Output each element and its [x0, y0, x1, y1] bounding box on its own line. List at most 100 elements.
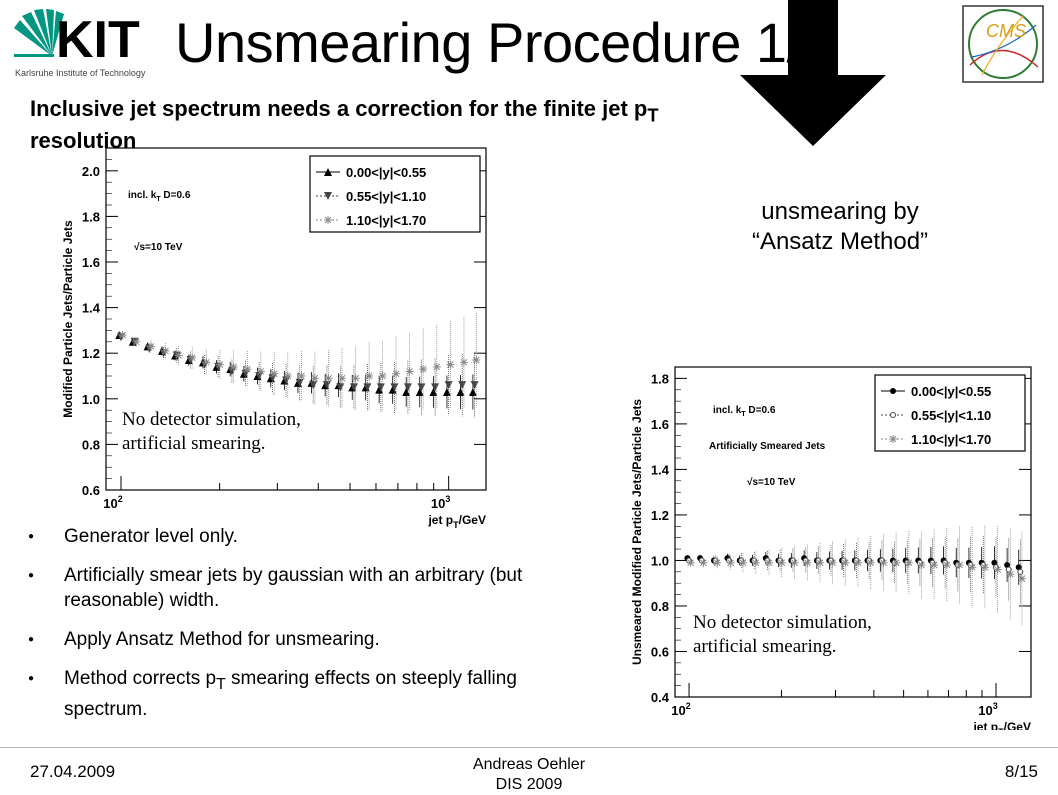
data-point [713, 558, 722, 567]
y-tick-label: 2.0 [82, 164, 100, 179]
slide-title: Unsmearing Procedure 1/2 [175, 11, 833, 74]
data-point [188, 353, 197, 362]
legend-label: 0.00<|y|<0.55 [911, 384, 991, 399]
x-tick-label: 102 [671, 701, 690, 718]
note-left: No detector simulation, artificial smeari… [122, 409, 301, 454]
legend-box [309, 155, 481, 233]
data-point [432, 362, 441, 371]
x-tick-label: 103 [978, 701, 997, 718]
y-tick-label: 1.8 [82, 209, 100, 224]
data-point [828, 558, 837, 567]
data-point [351, 374, 360, 383]
legend-label: 1.10<|y|<1.70 [346, 213, 426, 228]
series-3 [118, 312, 481, 412]
data-point [146, 342, 155, 351]
data-point [468, 387, 477, 396]
bullet-item: Method corrects pT smearing effects on s… [28, 666, 578, 722]
y-tick-label: 1.6 [82, 255, 100, 270]
data-point [942, 561, 951, 569]
legend-marker [324, 192, 332, 200]
legend-marker [890, 412, 896, 418]
data-point [841, 558, 850, 567]
legend-label: 0.00<|y|<0.55 [346, 165, 426, 180]
series-3 [686, 525, 1026, 626]
data-point [309, 381, 318, 390]
data-point [1017, 574, 1026, 583]
chart-unsmeared-ratio: 0.4 0.6 0.8 1.0 1.2 1.4 1.6 1.8 102 103 jet pT/GeV… [605, 345, 1055, 737]
legend-label: 0.55<|y|<1.10 [346, 189, 426, 204]
note-right: No detector simulation, artificial smeari… [693, 612, 872, 657]
y-tick-label: 0.8 [82, 437, 100, 452]
data-point [686, 558, 695, 567]
data-point [322, 381, 331, 390]
x-tick-label: 102 [103, 494, 122, 511]
chart-annotation: incl. kT D=0.6 [713, 405, 776, 418]
bullet-item: Apply Ansatz Method for unsmearing. [28, 627, 578, 652]
data-point [993, 565, 1002, 574]
data-point [803, 558, 812, 567]
data-point [365, 372, 374, 380]
bullet-list: Generator level only. Artificially smear… [28, 524, 578, 736]
data-point [738, 558, 747, 567]
data-point [336, 383, 345, 392]
chart-annotation: √s=10 TeV [134, 242, 183, 253]
data-point [338, 374, 347, 383]
data-point [1017, 568, 1024, 575]
data-point [892, 558, 901, 567]
kit-letters: KIT [56, 11, 140, 69]
data-point [726, 558, 735, 567]
y-axis-label: Unsmeared Modified Particle Jets/Particl… [630, 399, 644, 665]
legend-label: 1.10<|y|<1.70 [911, 432, 991, 447]
data-point [764, 558, 773, 567]
data-point [215, 360, 224, 369]
data-point [879, 558, 888, 567]
data-point [446, 360, 455, 369]
data-point [256, 367, 265, 376]
data-point [866, 558, 875, 567]
footer-author: Andreas Oehler DIS 2009 [472, 756, 586, 793]
legend-box [874, 374, 1026, 452]
chart-annotation: incl. kT D=0.6 [128, 190, 191, 203]
data-point [229, 362, 238, 371]
data-point [283, 372, 292, 380]
data-point [310, 374, 319, 383]
data-point [132, 337, 141, 346]
data-point [270, 369, 279, 378]
data-point [419, 365, 428, 374]
y-tick-label: 1.4 [651, 462, 670, 477]
chart-annotation: Artificially Smeared Jets [709, 441, 826, 452]
data-point [968, 563, 977, 572]
data-point [777, 558, 786, 567]
data-point [917, 561, 926, 569]
footer-divider [0, 747, 1058, 748]
y-tick-label: 0.8 [651, 599, 669, 614]
data-point [297, 372, 306, 380]
x-axis-label: jet pT/GeV [972, 720, 1031, 730]
footer-date: 27.04.2009 [30, 762, 116, 781]
y-tick-label: 1.0 [82, 392, 100, 407]
bullet-item: Artificially smear jets by gaussian with… [28, 563, 578, 613]
legend-marker [890, 388, 896, 394]
data-point [202, 358, 211, 367]
data-point [405, 367, 414, 376]
y-tick-label: 1.0 [651, 553, 669, 568]
data-point [1006, 570, 1015, 579]
data-point [295, 378, 304, 387]
data-point [459, 358, 468, 367]
data-point [324, 374, 333, 383]
y-tick-label: 0.6 [82, 483, 100, 498]
legend-label: 0.55<|y|<1.10 [911, 408, 991, 423]
chart-annotation: √s=10 TeV [747, 477, 796, 488]
footer-page-number: 8/15 [1004, 762, 1038, 781]
ansatz-label: unsmearing by “Ansatz Method” [751, 198, 929, 255]
data-point [854, 558, 863, 567]
chart-smeared-ratio: 0.6 0.8 1.0 1.2 1.4 1.6 1.8 2.0 102 103 jet pT/GeV… [46, 142, 496, 532]
data-point [751, 558, 760, 567]
data-point [174, 351, 183, 360]
y-tick-label: 1.4 [82, 301, 101, 316]
y-tick-label: 1.2 [651, 508, 669, 523]
data-point [472, 356, 481, 365]
legend-marker [324, 216, 332, 224]
y-axis-label: Modified Particle Jets/Particle Jets [61, 220, 75, 418]
data-point [388, 385, 397, 394]
